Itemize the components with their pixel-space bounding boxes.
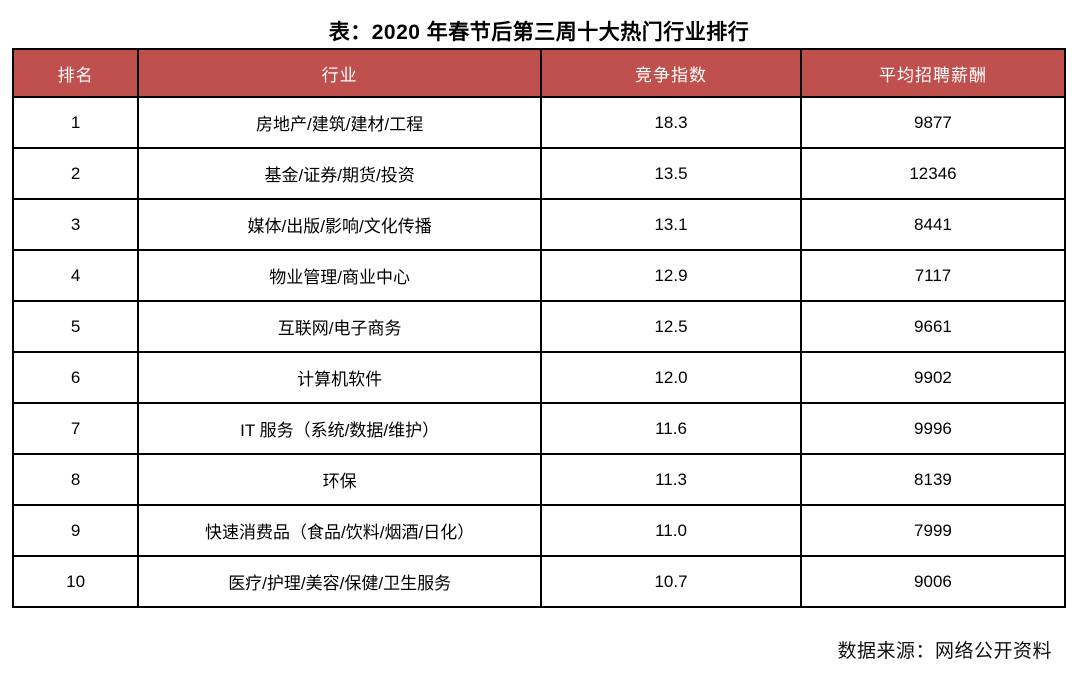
table-row: 8 环保 11.3 8139 [11, 453, 1067, 506]
cell-industry: 快速消费品（食品/饮料/烟酒/日化） [137, 504, 543, 557]
cell-avg-salary: 8139 [799, 453, 1067, 506]
table-title: 表：2020 年春节后第三周十大热门行业排行 [328, 21, 750, 44]
table-row: 1 房地产/建筑/建材/工程 18.3 9877 [11, 96, 1067, 149]
table-row: 6 计算机软件 12.0 9902 [11, 351, 1067, 404]
cell-industry: 基金/证券/期货/投资 [137, 147, 543, 200]
cell-competition-index: 13.1 [540, 198, 802, 251]
cell-competition-index: 12.0 [540, 351, 802, 404]
cell-competition-index: 11.6 [540, 402, 802, 455]
cell-rank: 7 [11, 402, 140, 455]
cell-competition-index: 12.5 [540, 300, 802, 353]
cell-avg-salary: 9902 [799, 351, 1067, 404]
table-row: 9 快速消费品（食品/饮料/烟酒/日化） 11.0 7999 [11, 504, 1067, 557]
industry-ranking-table: 排名 行业 竞争指数 平均招聘薪酬 1 房地产/建筑/建材/工程 18.3 9877 2 基金/… [11, 48, 1067, 608]
column-header-rank: 排名 [11, 48, 140, 98]
cell-rank: 10 [11, 555, 140, 608]
cell-avg-salary: 12346 [799, 147, 1067, 200]
cell-competition-index: 10.7 [540, 555, 802, 608]
cell-industry: 媒体/出版/影响/文化传播 [137, 198, 543, 251]
table-header: 排名 行业 竞争指数 平均招聘薪酬 [11, 48, 1067, 98]
cell-avg-salary: 9006 [799, 555, 1067, 608]
table-row: 3 媒体/出版/影响/文化传播 13.1 8441 [11, 198, 1067, 251]
cell-rank: 1 [11, 96, 140, 149]
data-source-note: 数据来源：网络公开资料 [837, 641, 1052, 662]
cell-competition-index: 13.5 [540, 147, 802, 200]
table-row: 2 基金/证券/期货/投资 13.5 12346 [11, 147, 1067, 200]
cell-industry: 物业管理/商业中心 [137, 249, 543, 302]
cell-competition-index: 11.0 [540, 504, 802, 557]
cell-avg-salary: 8441 [799, 198, 1067, 251]
cell-rank: 9 [11, 504, 140, 557]
cell-avg-salary: 9996 [799, 402, 1067, 455]
cell-avg-salary: 9661 [799, 300, 1067, 353]
table-body: 1 房地产/建筑/建材/工程 18.3 9877 2 基金/证券/期货/投资 13.5 123… [11, 96, 1067, 608]
cell-industry: 环保 [137, 453, 543, 506]
cell-rank: 5 [11, 300, 140, 353]
cell-industry: 房地产/建筑/建材/工程 [137, 96, 543, 149]
cell-avg-salary: 7999 [799, 504, 1067, 557]
cell-avg-salary: 7117 [799, 249, 1067, 302]
table-row: 5 互联网/电子商务 12.5 9661 [11, 300, 1067, 353]
cell-competition-index: 12.9 [540, 249, 802, 302]
cell-industry: 计算机软件 [137, 351, 543, 404]
cell-rank: 6 [11, 351, 140, 404]
cell-rank: 8 [11, 453, 140, 506]
cell-competition-index: 11.3 [540, 453, 802, 506]
cell-rank: 3 [11, 198, 140, 251]
column-header-industry: 行业 [137, 48, 543, 98]
cell-industry: 医疗/护理/美容/保健/卫生服务 [137, 555, 543, 608]
cell-avg-salary: 9877 [799, 96, 1067, 149]
table-row: 4 物业管理/商业中心 12.9 7117 [11, 249, 1067, 302]
column-header-avg-salary: 平均招聘薪酬 [799, 48, 1067, 98]
cell-competition-index: 18.3 [540, 96, 802, 149]
column-header-competition-index: 竞争指数 [540, 48, 802, 98]
cell-rank: 4 [11, 249, 140, 302]
cell-industry: 互联网/电子商务 [137, 300, 543, 353]
table-row: 7 IT 服务（系统/数据/维护） 11.6 9996 [11, 402, 1067, 455]
cell-rank: 2 [11, 147, 140, 200]
header-row: 排名 行业 竞争指数 平均招聘薪酬 [11, 48, 1067, 98]
table-row: 10 医疗/护理/美容/保健/卫生服务 10.7 9006 [11, 555, 1067, 608]
cell-industry: IT 服务（系统/数据/维护） [137, 402, 543, 455]
